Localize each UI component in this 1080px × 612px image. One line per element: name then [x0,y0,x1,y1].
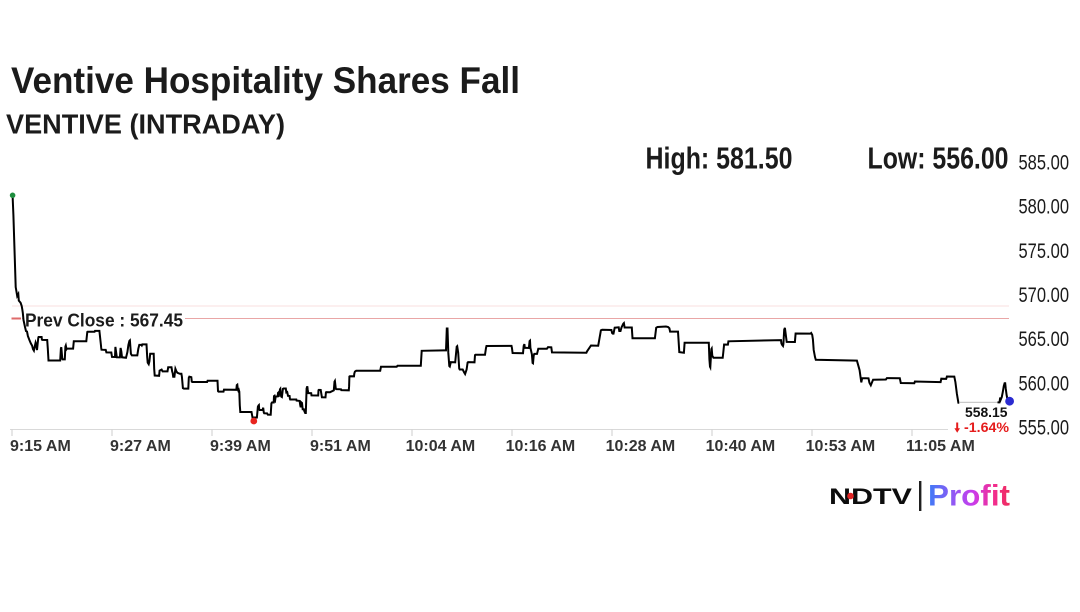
svg-text:555.00: 555.00 [1019,417,1070,440]
svg-text:10:40 AM: 10:40 AM [706,438,776,455]
svg-text:11:05 AM: 11:05 AM [906,438,975,455]
svg-text:10:53 AM: 10:53 AM [806,438,876,455]
svg-text:558.15: 558.15 [965,404,1008,420]
svg-text:High: 581.50: High: 581.50 [646,141,793,176]
svg-text:9:27 AM: 9:27 AM [110,438,171,455]
svg-text:9:15 AM: 9:15 AM [10,438,71,455]
svg-text:NDTV: NDTV [829,484,912,509]
svg-text:Prev Close : 567.45: Prev Close : 567.45 [25,311,183,331]
svg-text:9:39 AM: 9:39 AM [210,438,271,455]
svg-text:575.00: 575.00 [1019,240,1070,263]
svg-text:580.00: 580.00 [1019,196,1070,219]
svg-text:565.00: 565.00 [1019,328,1070,351]
svg-text:585.00: 585.00 [1019,152,1070,175]
svg-text:Ventive Hospitality Shares Fal: Ventive Hospitality Shares Fall [11,60,520,101]
svg-text:VENTIVE (INTRADAY): VENTIVE (INTRADAY) [6,109,285,140]
svg-text:570.00: 570.00 [1019,284,1070,307]
svg-text:10:04 AM: 10:04 AM [406,438,476,455]
svg-text:10:28 AM: 10:28 AM [606,438,676,455]
svg-text:Profit: Profit [928,480,1010,513]
svg-text:10:16 AM: 10:16 AM [506,438,576,455]
svg-text:9:51 AM: 9:51 AM [310,438,371,455]
svg-text:560.00: 560.00 [1019,372,1070,395]
svg-text:-1.64%: -1.64% [964,420,1009,435]
svg-text:Low: 556.00: Low: 556.00 [868,141,1009,176]
